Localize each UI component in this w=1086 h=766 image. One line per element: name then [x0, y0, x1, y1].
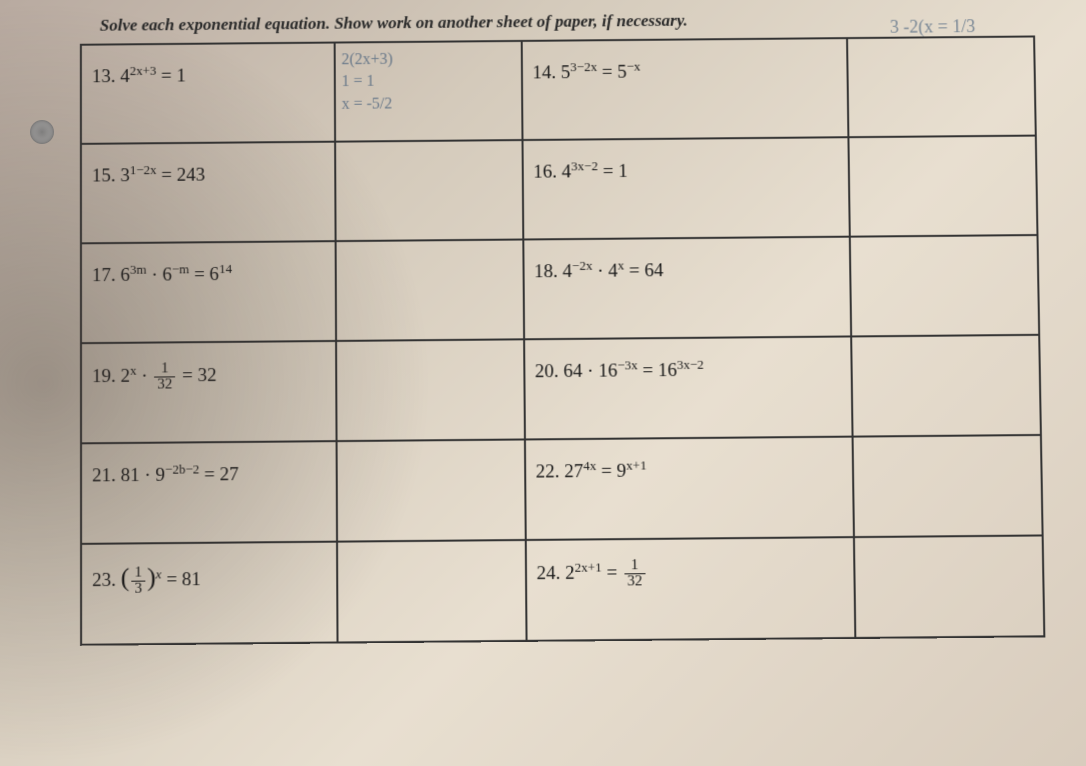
table-row: 23. (13)x = 81 24. 22x+1 = 132	[81, 535, 1044, 644]
punch-hole	[30, 120, 54, 144]
problem-16: 16. 43x−2 = 1	[523, 138, 848, 192]
handwriting-margin: 3 -2(x = 1/3	[890, 16, 976, 38]
table-row: 21. 81 · 9−2b−2 = 27 22. 274x = 9x+1	[81, 435, 1043, 544]
problem-24: 24. 22x+1 = 132	[526, 538, 853, 598]
problem-19: 19. 2x · 132 = 32	[82, 342, 335, 401]
problem-15: 15. 31−2x = 243	[82, 143, 334, 196]
table-row: 15. 31−2x = 243 16. 43x−2 = 1	[81, 136, 1038, 244]
problems-table: 13. 42x+3 = 1 2(2x+3) 1 = 1 x = -5/2 14.…	[80, 35, 1045, 645]
problem-17: 17. 63m · 6−m = 614	[82, 242, 335, 295]
problem-21: 21. 81 · 9−2b−2 = 27	[82, 442, 335, 496]
table-row: 13. 42x+3 = 1 2(2x+3) 1 = 1 x = -5/2 14.…	[81, 36, 1036, 143]
table-row: 19. 2x · 132 = 32 20. 64 · 16−3x = 163x−…	[81, 335, 1041, 444]
handwriting-13: 2(2x+3) 1 = 1 x = -5/2	[335, 42, 521, 122]
problem-13: 13. 42x+3 = 1	[82, 44, 334, 97]
problem-22: 22. 274x = 9x+1	[526, 438, 853, 492]
problem-23: 23. (13)x = 81	[82, 543, 336, 606]
problem-14: 14. 53−2x = 5−x	[522, 39, 846, 93]
table-row: 17. 63m · 6−m = 614 18. 4−2x · 4x = 64	[81, 235, 1039, 343]
worksheet-page: Solve each exponential equation. Show wo…	[60, 8, 1065, 646]
problem-20: 20. 64 · 16−3x = 163x−2	[525, 337, 851, 391]
problem-18: 18. 4−2x · 4x = 64	[524, 238, 850, 292]
